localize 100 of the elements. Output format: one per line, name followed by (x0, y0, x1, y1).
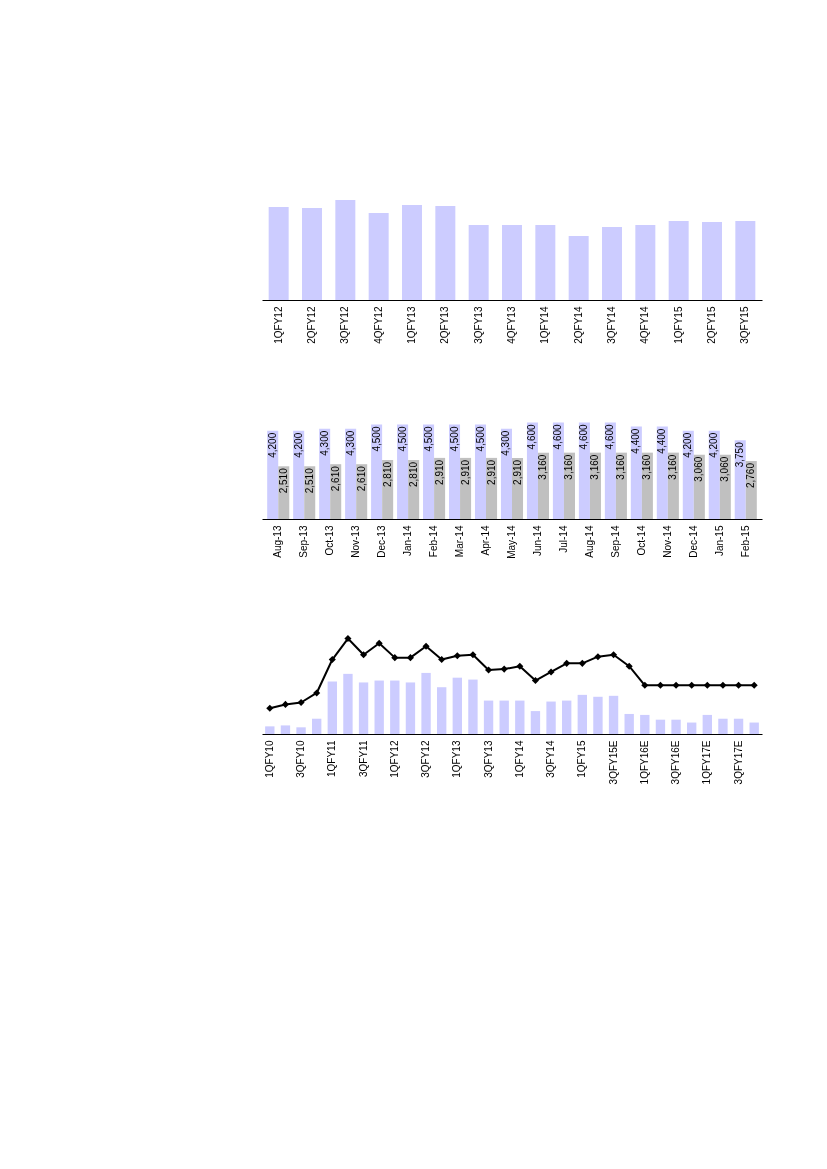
data-label: 2,910 (485, 459, 497, 485)
x-tick-label: 2QFY13 (439, 306, 451, 344)
data-label: 3,060 (719, 456, 731, 482)
data-label: 4,500 (474, 426, 486, 452)
bar (499, 700, 509, 734)
data-label: 4,300 (318, 430, 330, 456)
data-label: 4,500 (448, 426, 460, 452)
bar (535, 225, 556, 300)
data-label: 2,510 (277, 467, 289, 494)
point (735, 681, 743, 689)
data-label: 4,400 (630, 428, 642, 454)
bar (671, 719, 681, 734)
bar (265, 726, 275, 734)
x-tick-label: 3QFY11 (357, 740, 369, 777)
x-tick-label: Dec-14 (687, 525, 699, 558)
x-tick-label: Oct-14 (635, 525, 647, 556)
x-tick-label: 3QFY14 (606, 306, 617, 344)
data-label: 3,160 (641, 454, 653, 480)
point (266, 704, 274, 712)
x-tick-label: 1QFY16E (638, 740, 650, 785)
point (360, 651, 368, 659)
x-tick-label: 3QFY10 (295, 740, 307, 778)
x-tick-label: 3QFY15 (739, 306, 751, 344)
data-label: 3,060 (693, 456, 705, 482)
data-label: 3,160 (615, 454, 627, 480)
point (297, 698, 305, 707)
data-label: 2,610 (329, 465, 341, 492)
bar (374, 680, 384, 734)
point (328, 656, 336, 664)
point (563, 659, 571, 667)
x-tick-label: 1QFY14 (539, 306, 551, 344)
point (578, 659, 586, 667)
x-tick-label: Oct-13 (324, 525, 336, 556)
x-tick-label: Nov-13 (350, 525, 362, 558)
bar (405, 682, 416, 734)
bar (483, 700, 494, 734)
point (594, 653, 602, 661)
bar (268, 207, 289, 300)
point (672, 681, 680, 689)
bar (468, 225, 489, 300)
data-label: 3,750 (734, 441, 746, 468)
x-tick-label: 3QFY12 (339, 306, 351, 344)
bar (640, 714, 650, 734)
bar (608, 695, 619, 734)
data-label: 4,400 (656, 428, 668, 454)
x-tick-label: Jan-14 (402, 525, 414, 557)
x-tick-label: 1QFY13 (406, 306, 417, 344)
bar (421, 672, 431, 734)
x-tick-label: 3QFY12 (420, 740, 432, 778)
x-tick-label: 3QFY13 (482, 740, 494, 778)
x-tick-label: 2QFY14 (572, 306, 584, 344)
x-tick-label: Mar-14 (454, 525, 466, 558)
bar (668, 221, 689, 300)
x-tick-label: 1QFY12 (272, 306, 284, 344)
point (422, 642, 430, 650)
x-tick-label: 1QFY15 (576, 740, 588, 778)
bar (468, 679, 478, 734)
point (453, 652, 461, 660)
point (344, 635, 352, 643)
bar (452, 677, 462, 734)
bar (624, 713, 634, 734)
x-tick-label: Aug-13 (272, 525, 284, 558)
bar (390, 680, 400, 734)
point (375, 639, 383, 647)
point (391, 654, 399, 662)
bar (368, 213, 389, 300)
point (438, 656, 446, 664)
point (500, 665, 508, 673)
x-tick-label: Jan-15 (713, 525, 725, 557)
point (485, 666, 493, 674)
bar (635, 225, 656, 300)
data-label: 4,300 (500, 430, 512, 456)
data-label: 4,600 (552, 423, 564, 450)
data-label: 4,500 (396, 426, 408, 452)
data-label: 4,600 (526, 423, 538, 450)
data-label: 3,160 (537, 454, 549, 480)
bar (327, 681, 337, 734)
x-tick-label: 1QFY12 (388, 740, 400, 778)
point (469, 651, 477, 659)
point (516, 662, 524, 670)
x-tick-label: Sep-14 (609, 525, 621, 558)
bar (718, 718, 728, 734)
bar (687, 722, 697, 734)
data-label: 3,160 (589, 454, 601, 480)
bar (735, 221, 756, 300)
x-tick-label: 3QFY14 (545, 740, 557, 778)
data-label: 2,910 (459, 459, 471, 485)
bar (530, 711, 541, 734)
x-tick-label: 1QFY17E (701, 740, 713, 785)
x-tick-label: 2QFY15 (706, 306, 717, 344)
data-label: 4,200 (682, 432, 694, 458)
data-label: 4,200 (266, 432, 278, 458)
bar (515, 700, 525, 734)
data-label: 4,200 (292, 432, 304, 458)
point (547, 668, 555, 676)
point (281, 700, 289, 708)
bar (546, 701, 556, 734)
bar (280, 725, 291, 734)
x-tick-label: 4QFY12 (372, 306, 384, 344)
bar (435, 206, 456, 300)
